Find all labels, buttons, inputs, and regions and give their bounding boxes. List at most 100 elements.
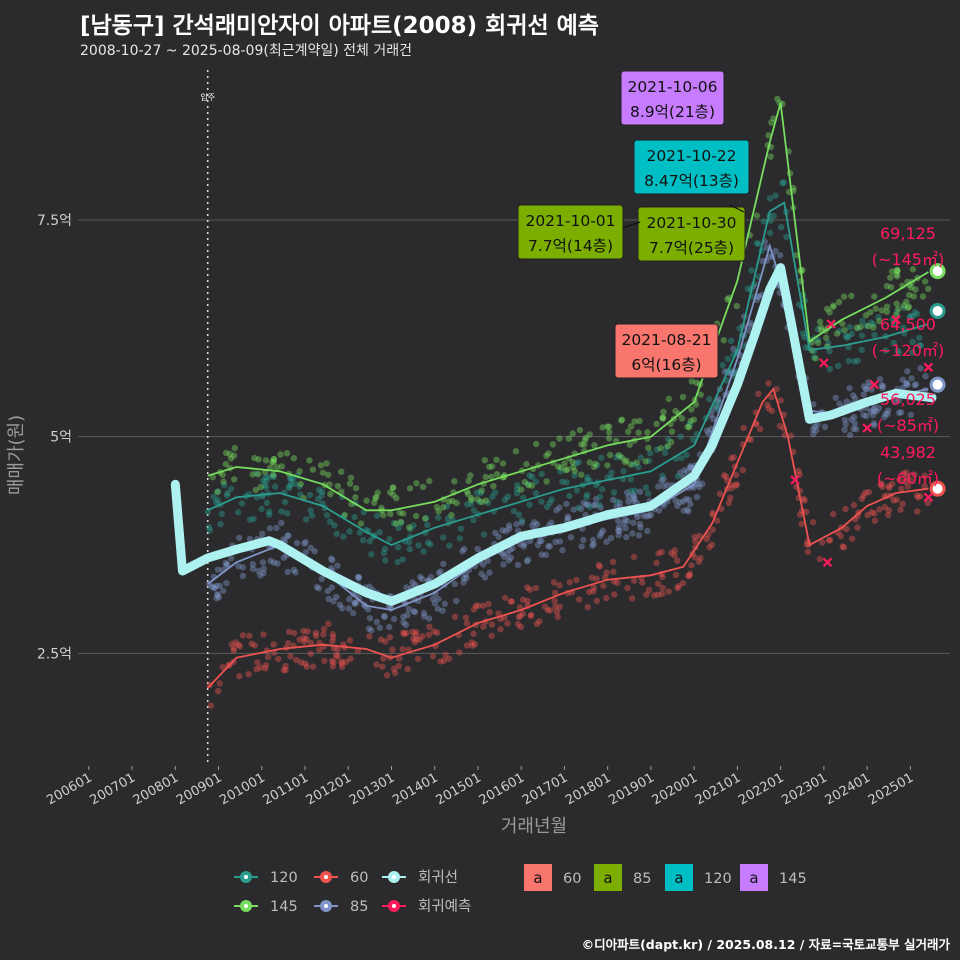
scatter-point-60	[533, 620, 541, 628]
scatter-point-60	[389, 646, 396, 653]
scatter-point-60	[303, 635, 310, 643]
scatter-point-60	[765, 405, 772, 412]
scatter-point-145	[319, 469, 327, 476]
scatter-point-145	[925, 285, 932, 293]
scatter-point-60	[329, 663, 337, 670]
scatter-point-85	[425, 615, 433, 622]
scatter-point-145	[352, 484, 360, 492]
scatter-point-60	[488, 621, 496, 628]
scatter-point-120	[283, 510, 291, 517]
scatter-point-85	[239, 572, 247, 580]
legend-dot-inner	[392, 875, 396, 879]
scatter-point-120	[557, 468, 564, 475]
scatter-point-120	[281, 498, 289, 506]
scatter-point-60	[287, 653, 294, 660]
scatter-point-120	[270, 473, 277, 481]
scatter-point-145	[624, 428, 632, 435]
scatter-point-120	[467, 500, 475, 508]
scatter-point-60	[254, 659, 261, 666]
scatter-point-60	[801, 497, 808, 504]
scatter-point-145	[919, 293, 927, 300]
scatter-point-60	[787, 432, 795, 439]
scatter-point-145	[657, 445, 664, 452]
scatter-point-60	[837, 532, 844, 540]
scatter-point-60	[776, 422, 784, 430]
scatter-point-60	[610, 568, 617, 575]
scatter-point-85	[213, 582, 220, 590]
scatter-point-145	[478, 498, 486, 506]
scatter-point-145	[765, 132, 772, 139]
scatter-point-85	[548, 519, 555, 526]
scatter-point-120	[374, 512, 381, 519]
scatter-point-120	[845, 344, 852, 351]
scatter-point-85	[658, 477, 665, 485]
scatter-point-60	[659, 584, 666, 592]
scatter-point-85	[434, 605, 441, 612]
legend-box-145: a 145	[740, 864, 807, 891]
scatter-point-145	[678, 415, 686, 422]
scatter-point-85	[440, 560, 447, 568]
scatter-point-120	[260, 477, 267, 484]
scatter-point-60	[588, 574, 596, 581]
scatter-point-120	[308, 512, 316, 519]
scatter-point-85	[345, 605, 353, 612]
scatter-point-85	[852, 395, 859, 402]
scatter-point-85	[311, 547, 318, 555]
scatter-point-145	[373, 493, 380, 501]
scatter-point-60	[703, 535, 710, 543]
scatter-point-120	[246, 516, 254, 523]
scatter-point-60	[728, 484, 735, 492]
scatter-point-145	[262, 457, 270, 464]
scatter-point-120	[627, 487, 635, 495]
scatter-point-85	[330, 598, 337, 605]
scatter-point-85	[480, 561, 487, 568]
scatter-point-145	[485, 463, 493, 471]
annotation-price: 8.47억(13층)	[644, 172, 739, 190]
scatter-point-120	[206, 527, 214, 534]
scatter-point-120	[760, 218, 768, 225]
scatter-point-120	[683, 451, 690, 459]
scatter-point-60	[764, 401, 771, 409]
scatter-point-120	[528, 473, 536, 481]
scatter-point-60	[595, 561, 603, 569]
scatter-point-85	[536, 537, 543, 545]
scatter-point-145	[464, 490, 472, 498]
scatter-point-60	[246, 632, 253, 640]
annotation-box	[517, 204, 624, 260]
scatter-point-85	[302, 549, 309, 556]
scatter-point-60	[590, 588, 597, 595]
x-tick-label: 201401	[390, 770, 440, 808]
y-axis-label: 매매가(원)	[6, 415, 27, 495]
scatter-point-145	[255, 456, 262, 463]
scatter-point-145	[528, 482, 536, 489]
scatter-point-145	[636, 417, 643, 425]
scatter-point-145	[277, 451, 284, 458]
scatter-point-145	[525, 481, 532, 489]
scatter-point-60	[366, 633, 373, 640]
scatter-point-145	[591, 442, 598, 449]
scatter-point-145	[591, 463, 598, 471]
scatter-point-120	[489, 493, 496, 500]
scatter-point-145	[270, 459, 277, 466]
scatter-point-145	[323, 460, 330, 467]
scatter-point-145	[604, 462, 611, 469]
scatter-point-60	[730, 454, 737, 461]
scatter-point-60	[516, 612, 524, 620]
scatter-point-120	[538, 470, 545, 478]
scatter-point-85	[589, 536, 597, 544]
scatter-point-60	[524, 584, 531, 591]
scatter-point-85	[899, 376, 906, 383]
scatter-point-60	[383, 672, 391, 679]
scatter-point-120	[427, 541, 434, 548]
scatter-point-120	[532, 489, 540, 497]
scatter-point-120	[890, 339, 897, 347]
scatter-point-85	[592, 495, 600, 503]
scatter-point-145	[390, 491, 397, 498]
scatter-point-60	[765, 380, 772, 387]
scatter-point-85	[647, 511, 655, 519]
scatter-point-120	[916, 342, 923, 349]
scatter-point-145	[565, 435, 573, 442]
scatter-point-60	[216, 680, 223, 687]
scatter-point-85	[222, 559, 230, 567]
scatter-point-145	[448, 511, 455, 519]
